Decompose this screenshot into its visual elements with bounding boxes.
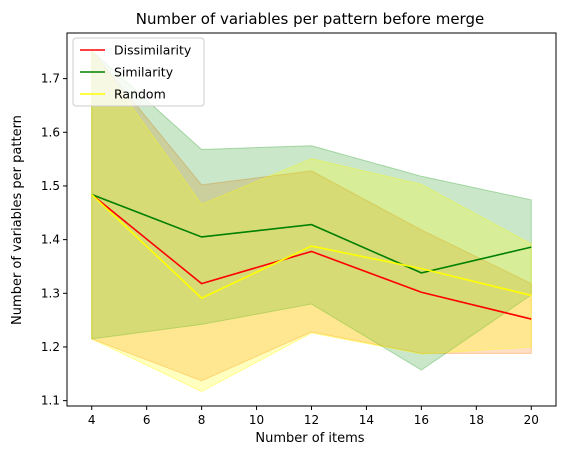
- x-tick-label: 20: [524, 413, 539, 427]
- similarity-line: [91, 193, 532, 274]
- y-tick-label: 1.3: [41, 286, 60, 300]
- series-lines: [91, 193, 532, 320]
- x-axis-ticks: 4 6 8 10 12 14 16 18 20: [88, 406, 539, 427]
- legend: Dissimilarity Similarity Random: [72, 37, 205, 107]
- y-tick-label: 1.7: [41, 72, 60, 86]
- dissimilarity-line: [91, 193, 532, 320]
- chart-title: Number of variables per pattern before m…: [136, 10, 484, 28]
- legend-label-random: Random: [114, 87, 166, 102]
- legend-label-similarity: Similarity: [114, 65, 174, 80]
- y-tick-label: 1.6: [41, 125, 60, 139]
- legend-label-dissimilarity: Dissimilarity: [114, 43, 192, 58]
- x-tick-label: 12: [304, 413, 319, 427]
- y-tick-label: 1.4: [41, 233, 60, 247]
- random-band: [91, 49, 532, 393]
- x-tick-label: 14: [359, 413, 374, 427]
- y-tick-label: 1.2: [41, 340, 60, 354]
- x-tick-label: 10: [249, 413, 264, 427]
- y-tick-label: 1.5: [41, 179, 60, 193]
- y-axis-ticks: 1.1 1.2 1.3 1.4 1.5 1.6 1.7: [41, 72, 67, 408]
- legend-box: [72, 37, 205, 107]
- x-tick-label: 16: [414, 413, 429, 427]
- x-tick-label: 6: [143, 413, 151, 427]
- random-line: [91, 193, 532, 300]
- y-tick-label: 1.1: [41, 394, 60, 408]
- x-tick-label: 18: [469, 413, 484, 427]
- x-tick-label: 8: [198, 413, 206, 427]
- y-axis-label: Number of variables per pattern: [10, 115, 25, 325]
- x-axis-label: Number of items: [255, 431, 364, 446]
- x-tick-label: 4: [88, 413, 96, 427]
